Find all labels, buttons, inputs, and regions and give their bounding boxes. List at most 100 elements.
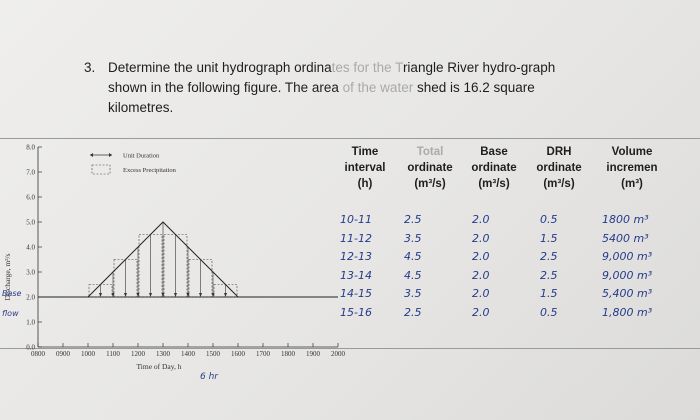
- legend-arrow-right: [109, 153, 112, 157]
- table-cell: 11-12: [340, 231, 372, 245]
- question-line-1-b: riangle River hydro-graph: [402, 60, 556, 75]
- ordinate-arrow-head: [186, 293, 190, 297]
- rule-top: [0, 138, 700, 139]
- table-cell: 1,800 m³: [602, 305, 653, 319]
- ordinate-arrow-head: [124, 293, 127, 297]
- table-header-cell: incremen: [606, 162, 658, 174]
- table-cell: 1800 m³: [602, 213, 649, 226]
- table-header-cell: Base: [480, 146, 508, 158]
- x-tick-label: 2000: [331, 350, 346, 358]
- table-cell: 9,000 m³: [602, 268, 653, 282]
- x-tick-label: 0900: [56, 350, 71, 358]
- table-cell: 15-16: [340, 305, 372, 319]
- table-header-cell: Time: [351, 146, 379, 158]
- x-tick-label: 1000: [81, 350, 96, 358]
- table-header-cell: Volume: [611, 146, 653, 158]
- table-cell: 4.5: [404, 250, 422, 263]
- table-header-cell: (m³/s): [478, 178, 510, 190]
- question-line-2-a: shown in the following figure. The area: [108, 80, 339, 95]
- table-cell: 2.0: [472, 231, 490, 245]
- y-tick-label: 2.0: [26, 293, 35, 301]
- legend-excess-icon: [91, 164, 111, 175]
- table-cell: 1.5: [540, 287, 558, 300]
- table-cell: 1.5: [540, 231, 558, 245]
- ordinate-arrow-head: [149, 293, 152, 297]
- table-cell: 2.5: [404, 305, 422, 319]
- table-cell: 0.5: [540, 305, 558, 319]
- y-axis-title: Discharge, m³/s: [3, 253, 12, 300]
- y-tick-label: 3.0: [26, 268, 35, 276]
- table-cell: 5400 m³: [602, 231, 649, 245]
- x-tick-label: 1100: [106, 350, 120, 358]
- x-tick-label: 1800: [281, 350, 296, 358]
- table-cell: 14-15: [340, 287, 372, 300]
- table-cell: 13-14: [340, 268, 372, 282]
- table-cell: 10-11: [340, 213, 372, 226]
- y-tick-label: 8.0: [26, 143, 35, 151]
- table-header-cell: ordinate: [407, 162, 453, 174]
- x-tick-label: 1600: [231, 350, 246, 358]
- legend-unit-duration-label: Unit Duration: [123, 153, 160, 160]
- table-cell: 5,400 m³: [602, 287, 653, 300]
- table-cell: 2.0: [472, 213, 490, 226]
- ordinate-arrow-head: [174, 293, 177, 297]
- annotation-base: Base: [2, 289, 22, 298]
- table-header-cell: interval: [344, 162, 386, 174]
- table-cell: 9,000 m³: [602, 250, 653, 263]
- table-cell: 2.0: [472, 250, 490, 263]
- table-cell: 2.0: [472, 287, 490, 300]
- y-tick-label: 0.0: [26, 343, 35, 351]
- legend-excess-label: Excess Precipitation: [123, 167, 177, 174]
- table-header-cell: Total: [416, 146, 444, 158]
- table-header-cell: ordinate: [536, 162, 582, 174]
- ordinate-arrow-head: [224, 293, 227, 297]
- ordinate-arrow-head: [211, 293, 215, 297]
- question-line-1: Determine the unit hydrograph ordinates …: [108, 58, 555, 78]
- table-cell: 3.5: [404, 287, 422, 300]
- table-header-cell: (h): [357, 178, 373, 190]
- question-line-3: kilometres.: [108, 100, 174, 115]
- y-tick-label: 5.0: [26, 218, 35, 226]
- ordinate-arrow-head: [161, 293, 165, 297]
- ordinate-arrow-head: [111, 293, 115, 297]
- table-cell: 2.0: [472, 268, 490, 282]
- question-line-2: shown in the following figure. The area …: [108, 78, 535, 98]
- table-cell: 2.5: [404, 213, 422, 226]
- ordinate-arrow-head: [99, 293, 102, 297]
- x-tick-label: 1300: [156, 350, 171, 358]
- x-tick-label: 1200: [131, 350, 146, 358]
- y-tick-label: 6.0: [26, 193, 35, 201]
- question-line-2-faded: of the water: [338, 80, 414, 95]
- legend-arrow-left: [90, 153, 93, 157]
- annotation-flow: flow: [2, 309, 19, 318]
- table-cell: 2.5: [540, 250, 558, 263]
- table-cell: 3.5: [404, 231, 422, 245]
- question-number: 3.: [84, 60, 96, 75]
- x-tick-label: 0800: [31, 350, 46, 358]
- y-tick-label: 7.0: [26, 168, 35, 176]
- annotation-time-unit: 6 hr: [200, 372, 219, 382]
- x-tick-label: 1500: [206, 350, 221, 358]
- table-cell: 2.5: [540, 268, 558, 282]
- table-cell: 0.5: [540, 213, 558, 226]
- y-tick-label: 1.0: [26, 318, 35, 326]
- table-header-cell: DRH: [546, 146, 572, 158]
- table-cell: 2.0: [472, 305, 490, 319]
- rule-bottom: [0, 348, 700, 349]
- table-header-cell: (m³): [621, 178, 643, 190]
- x-tick-label: 1900: [306, 350, 321, 358]
- table-header-cell: (m³/s): [543, 178, 575, 190]
- hydrograph-chart: 0.0 1.0 2.0 3.0 4.0 5.0 6.0 7.0 8.0 0800 0900 1000 1…: [2, 143, 346, 382]
- x-tick-label: 1700: [256, 350, 271, 358]
- ordinate-arrow-head: [136, 293, 140, 297]
- table-header-cell: ordinate: [471, 162, 517, 174]
- x-tick-label: 1400: [181, 350, 196, 358]
- table-cell: 12-13: [340, 250, 372, 263]
- ordinate-arrow-head: [199, 293, 202, 297]
- table-cell: 4.5: [404, 268, 422, 282]
- question-line-1-faded: tes for the T: [331, 60, 403, 75]
- y-tick-label: 4.0: [26, 243, 35, 251]
- x-axis-title: Time of Day, h: [136, 362, 181, 371]
- chart-root: 0.0 1.0 2.0 3.0 4.0 5.0 6.0 7.0 8.0 0800 0900 1000 1…: [2, 143, 346, 382]
- question-line-1-a: Determine the unit hydrograph ordina: [108, 60, 332, 75]
